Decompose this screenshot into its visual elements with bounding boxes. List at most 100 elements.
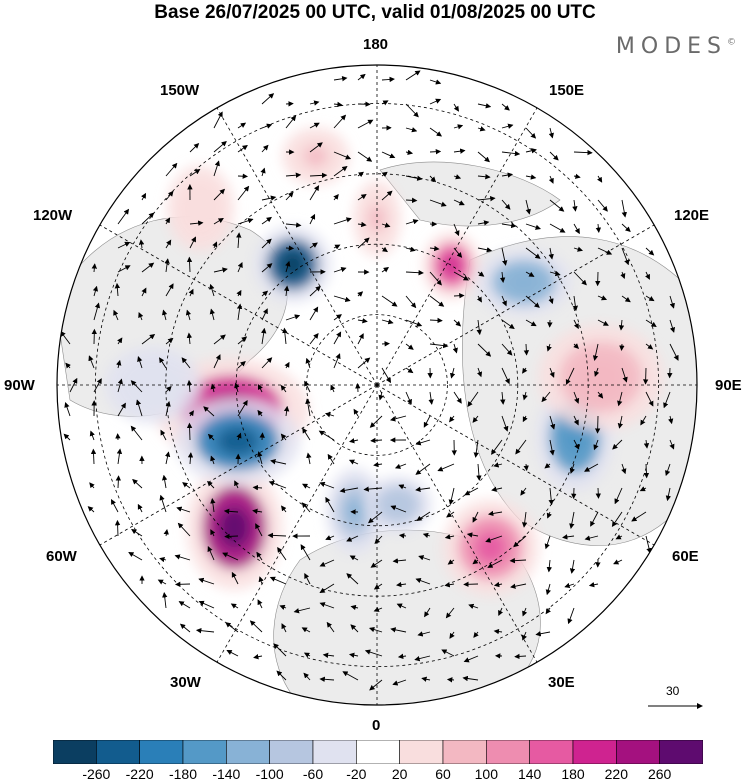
wind-arrow <box>381 222 391 228</box>
wind-arrow <box>333 114 347 129</box>
wind-arrow <box>319 676 335 683</box>
wind-arrow <box>473 439 479 458</box>
wind-arrow <box>453 319 462 327</box>
wind-arrow <box>445 607 455 619</box>
wind-arrow <box>522 415 528 423</box>
wind-arrow <box>381 190 393 201</box>
anomaly-core <box>216 426 259 456</box>
graticule <box>57 65 697 705</box>
wind-arrow <box>669 439 675 450</box>
wind-arrow <box>302 483 311 489</box>
wind-arrow <box>237 144 248 153</box>
wind-arrow <box>415 486 431 492</box>
wind-arrow <box>333 151 352 160</box>
wind-arrow <box>584 535 599 541</box>
wind-arrow <box>209 283 215 297</box>
wind-arrow <box>422 532 431 539</box>
wind-arrow <box>397 653 407 660</box>
wind-arrow <box>597 199 608 212</box>
wind-arrow <box>117 241 131 249</box>
wind-arrow <box>230 603 239 609</box>
wind-arrow <box>663 391 671 409</box>
wind-arrow <box>285 222 302 228</box>
wind-arrow <box>588 582 599 588</box>
wind-arrow <box>373 606 383 612</box>
wind-arrow <box>281 505 287 513</box>
wind-arrow <box>510 583 527 589</box>
wind-arrow <box>515 439 527 455</box>
wind-arrow <box>69 377 78 393</box>
wind-arrow <box>276 670 287 681</box>
wind-arrow <box>595 223 602 233</box>
wind-arrow <box>333 76 348 82</box>
reference-vector-label: 30 <box>666 684 680 698</box>
wind-arrow <box>114 519 121 537</box>
wind-arrow <box>373 461 383 468</box>
wind-arrow <box>416 511 431 522</box>
wind-arrow <box>261 216 272 225</box>
wind-arrow <box>645 535 652 554</box>
wind-arrow <box>521 511 528 528</box>
wind-arrow <box>477 220 490 226</box>
wind-arrow <box>573 439 580 450</box>
wind-arrow <box>282 327 288 345</box>
colorbar-tick-label: -60 <box>302 766 324 782</box>
wind-arrow <box>159 556 167 563</box>
wind-arrow <box>381 171 388 178</box>
meridian-line <box>216 107 378 386</box>
wind-arrow <box>501 247 508 266</box>
wind-arrow <box>234 382 240 393</box>
wind-arrow <box>487 559 503 568</box>
wind-arrow <box>333 314 342 321</box>
wind-arrow <box>424 607 431 618</box>
wind-arrow <box>525 127 537 139</box>
wind-arrow <box>446 677 455 683</box>
wind-arrow <box>597 247 613 255</box>
wind-arrow <box>333 331 342 345</box>
wind-arrow <box>488 510 503 517</box>
colorbar <box>53 740 703 764</box>
wind-arrow <box>476 463 482 481</box>
wind-arrow <box>390 415 407 422</box>
wind-arrow <box>350 624 359 633</box>
wind-arrow <box>319 583 335 594</box>
wind-arrow <box>429 295 445 307</box>
wind-arrow <box>464 487 479 496</box>
wind-arrow <box>572 295 579 312</box>
wind-arrow <box>318 430 335 441</box>
wind-arrow <box>257 409 263 417</box>
wind-arrow <box>369 679 383 691</box>
wind-arrow <box>300 544 311 561</box>
colorbar-swatch <box>486 740 530 764</box>
wind-arrow <box>165 190 174 201</box>
wind-arrow <box>165 385 172 393</box>
wind-arrow <box>189 143 200 153</box>
wind-arrow <box>186 332 193 345</box>
wind-arrow <box>277 546 287 561</box>
wind-arrow <box>339 487 359 494</box>
colorbar-tick-label: -260 <box>82 766 111 782</box>
wind-arrow <box>236 303 243 321</box>
wind-arrow <box>614 487 623 505</box>
wind-arrow <box>472 558 479 565</box>
wind-arrow <box>381 246 388 253</box>
wind-arrow <box>381 319 394 325</box>
colorbar-tick-label: 100 <box>474 766 499 782</box>
wind-arrow <box>621 199 627 218</box>
wind-arrow <box>501 319 515 330</box>
wind-arrow <box>301 627 311 633</box>
wind-arrow <box>631 511 647 522</box>
wind-arrow <box>63 433 71 441</box>
wind-arrow <box>370 559 383 568</box>
wind-arrow <box>617 415 624 429</box>
wind-arrow <box>522 391 528 401</box>
wind-arrow <box>357 291 364 297</box>
wind-arrow <box>405 270 424 276</box>
wind-arrow <box>285 191 294 201</box>
lon-label-60e: 60E <box>672 548 699 565</box>
map-title: Base 26/07/2025 00 UTC, valid 01/08/2025… <box>154 2 596 23</box>
map-border <box>56 64 698 706</box>
wind-arrow <box>309 213 316 225</box>
wind-arrow <box>161 474 168 489</box>
wind-arrow <box>621 223 631 233</box>
